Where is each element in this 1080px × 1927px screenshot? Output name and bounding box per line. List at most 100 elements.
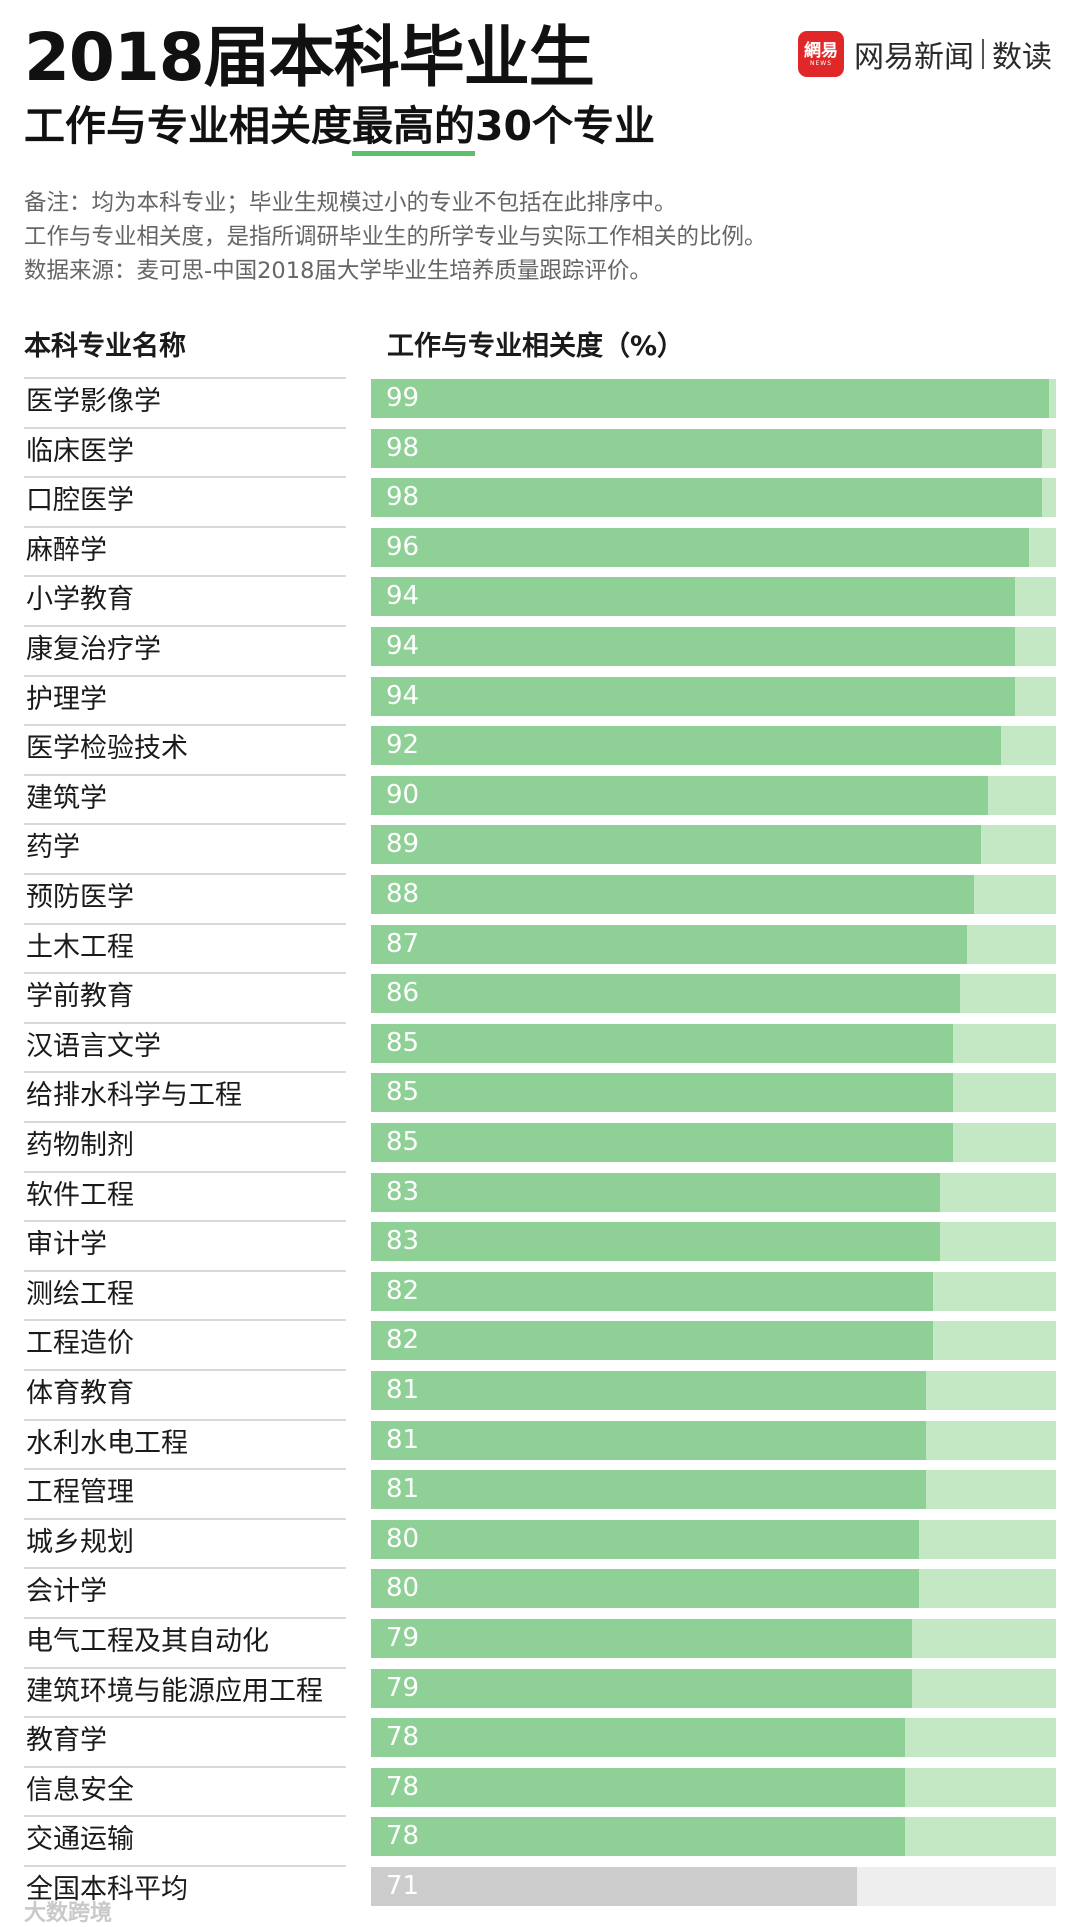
bar: [371, 775, 988, 815]
bar-value-label: 94: [386, 631, 420, 661]
bar: [371, 1668, 913, 1708]
bar-row: 药学 89: [0, 823, 1080, 872]
bar: [371, 1569, 919, 1609]
category-label: 建筑环境与能源应用工程: [24, 1666, 346, 1716]
bar-row: 建筑环境与能源应用工程 79: [0, 1666, 1080, 1716]
bar: [371, 676, 1015, 716]
bar-row: 预防医学 88: [0, 873, 1080, 922]
bar-value-label: 80: [386, 1573, 420, 1604]
bar-row: 汉语言文学 85: [0, 1021, 1080, 1071]
logo-badge-text: 網易: [804, 40, 838, 61]
bar-track: 94: [371, 676, 1056, 716]
bar: [371, 1172, 940, 1212]
note-line: 备注：均为本科专业；毕业生规模过小的专业不包括在此排序中。: [24, 190, 677, 216]
category-label: 审计学: [24, 1220, 346, 1269]
bar-track: 79: [371, 1668, 1056, 1708]
bar-track: 96: [371, 527, 1056, 567]
bar: [371, 627, 1015, 666]
bar-track: 82: [371, 1271, 1056, 1311]
bar: [371, 1470, 926, 1510]
bar-row: 工程管理 81: [0, 1468, 1080, 1517]
bar-row: 麻醉学 96: [0, 525, 1080, 575]
category-label: 水利水电工程: [24, 1418, 346, 1468]
bar: [371, 1073, 954, 1113]
column-header-value: 工作与专业相关度（%）: [387, 331, 685, 362]
bar-track: 71: [371, 1867, 1056, 1906]
category-label: 汉语言文学: [24, 1021, 346, 1071]
logo-badge-small-text: NEWS: [809, 59, 833, 67]
bar-row: 工程造价 82: [0, 1319, 1080, 1368]
bar: [371, 1867, 858, 1906]
category-label: 软件工程: [24, 1170, 346, 1220]
bar: [371, 1222, 940, 1262]
bar-value-label: 90: [386, 779, 420, 810]
bar: [371, 1619, 913, 1658]
bar-track: 78: [371, 1767, 1056, 1807]
bar-value-label: 87: [386, 928, 420, 959]
bar-row: 临床医学 98: [0, 426, 1080, 476]
note-line: 数据来源：麦可思-中国2018届大学毕业生培养质量跟踪评价。: [24, 258, 652, 284]
bar: [371, 726, 1002, 766]
bar-track: 81: [371, 1420, 1056, 1460]
bar-value-label: 82: [386, 1325, 420, 1356]
category-label: 给排水科学与工程: [24, 1071, 346, 1120]
category-label: 医学检验技术: [24, 724, 346, 773]
bar-row: 水利水电工程 81: [0, 1418, 1080, 1468]
bar-track: 79: [371, 1619, 1056, 1658]
bar-track: 80: [371, 1519, 1056, 1559]
bar: [371, 478, 1043, 518]
bar-track: 80: [371, 1569, 1056, 1609]
bar-value-label: 71: [386, 1871, 420, 1901]
logo-name: 网易新闻: [854, 40, 974, 75]
category-label: 工程造价: [24, 1319, 346, 1368]
category-label: 交通运输: [24, 1815, 346, 1864]
bar-track: 81: [371, 1470, 1056, 1510]
bar-value-label: 88: [386, 879, 420, 909]
page-title: 2018届本科毕业生: [24, 19, 595, 96]
bar: [371, 974, 961, 1014]
category-label: 医学影像学: [24, 377, 346, 426]
bar-track: 98: [371, 428, 1056, 468]
bar-row: 城乡规划 80: [0, 1517, 1080, 1567]
category-label: 会计学: [24, 1567, 346, 1616]
logo-separator: [982, 39, 984, 69]
bar-value-label: 85: [386, 1027, 420, 1058]
category-label: 全国本科平均: [24, 1865, 346, 1914]
bar: [371, 1371, 926, 1410]
bar-track: 92: [371, 726, 1056, 766]
bar-row: 护理学 94: [0, 674, 1080, 724]
bar-track: 94: [371, 627, 1056, 666]
bar-value-label: 94: [386, 680, 420, 711]
bar-value-label: 78: [386, 1821, 420, 1852]
bar: [371, 577, 1015, 617]
bar: [371, 428, 1043, 468]
page-subtitle: 工作与专业相关度最高的30个专业: [24, 98, 655, 156]
bar-row: 康复治疗学 94: [0, 625, 1080, 674]
bar: [371, 1023, 954, 1063]
bar-row: 小学教育 94: [0, 575, 1080, 624]
category-label: 电气工程及其自动化: [24, 1617, 346, 1666]
bar-value-label: 92: [386, 730, 420, 761]
bar-value-label: 83: [386, 1176, 420, 1207]
bar: [371, 1718, 906, 1758]
category-label: 临床医学: [24, 426, 346, 476]
bar: [371, 1123, 954, 1162]
netease-logo: 網易 NEWS 网易新闻 数读: [798, 30, 1052, 78]
bar: [371, 1321, 933, 1361]
bar-track: 85: [371, 1123, 1056, 1162]
bar: [371, 1767, 906, 1807]
bar-row: 医学检验技术 92: [0, 724, 1080, 773]
bar-row: 电气工程及其自动化 79: [0, 1617, 1080, 1666]
category-label: 测绘工程: [24, 1269, 346, 1319]
bar-row: 医学影像学 99: [0, 377, 1080, 426]
category-label: 预防医学: [24, 873, 346, 922]
bar-row: 教育学 78: [0, 1716, 1080, 1765]
bar-row: 土木工程 87: [0, 922, 1080, 972]
bar-track: 85: [371, 1023, 1056, 1063]
bar-value-label: 98: [386, 482, 420, 513]
bar-row: 交通运输 78: [0, 1815, 1080, 1864]
bar-value-label: 86: [386, 978, 420, 1009]
subtitle-highlight: 最高的: [352, 98, 475, 156]
bar-row: 测绘工程 82: [0, 1269, 1080, 1319]
bar: [371, 527, 1029, 567]
